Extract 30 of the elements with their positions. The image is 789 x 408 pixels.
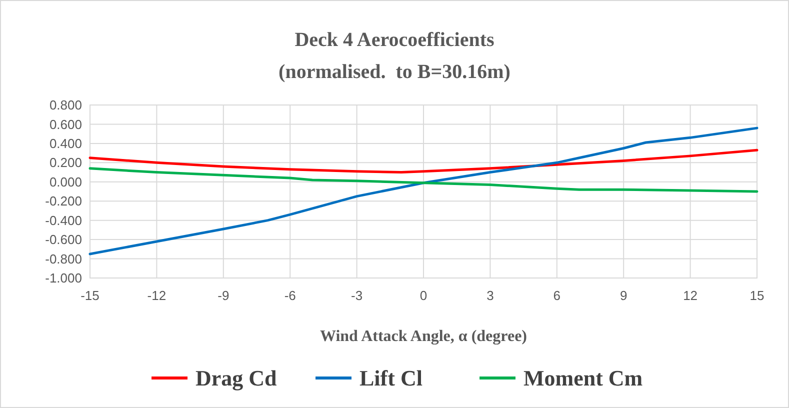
- y-tick-label: 0.600: [49, 116, 82, 132]
- x-tick-label: 9: [620, 288, 628, 303]
- legend-label: Lift Cl: [360, 366, 422, 391]
- chart-title: Deck 4 Aerocoefficients: [294, 29, 494, 51]
- line-series: [88, 148, 758, 174]
- x-tick-label: 15: [750, 288, 764, 303]
- x-tick-label: -6: [284, 288, 296, 303]
- line-series: [88, 167, 758, 193]
- line-series: [88, 126, 758, 256]
- y-tick-label: -0.800: [45, 251, 82, 266]
- x-tick-label: -12: [147, 288, 166, 303]
- x-axis-title: Wind Attack Angle, α (degree): [320, 328, 527, 345]
- legend-label: Moment Cm: [524, 366, 643, 391]
- x-tick-label: 12: [683, 288, 698, 303]
- y-tick-label: -0.600: [45, 232, 82, 248]
- chart-subtitle: (normalised. to B=30.16m): [278, 61, 510, 83]
- y-tick-label: 0.200: [49, 155, 82, 170]
- y-tick-label: 0.400: [49, 136, 82, 151]
- x-tick-label: 0: [420, 288, 428, 303]
- x-tick-label: -15: [80, 288, 100, 303]
- x-tick-label: 3: [486, 288, 494, 303]
- y-tick-label: -0.400: [45, 212, 82, 228]
- legend-label: Drag Cd: [196, 366, 277, 391]
- y-tick-label: 0.800: [49, 98, 82, 113]
- x-tick-label: -9: [218, 288, 230, 303]
- x-tick-label: -3: [351, 288, 363, 303]
- y-tick-label: -1.000: [45, 270, 82, 286]
- y-tick-label: 0.000: [49, 174, 82, 190]
- x-tick-label: 6: [553, 288, 561, 303]
- y-tick-label: -0.200: [45, 194, 82, 209]
